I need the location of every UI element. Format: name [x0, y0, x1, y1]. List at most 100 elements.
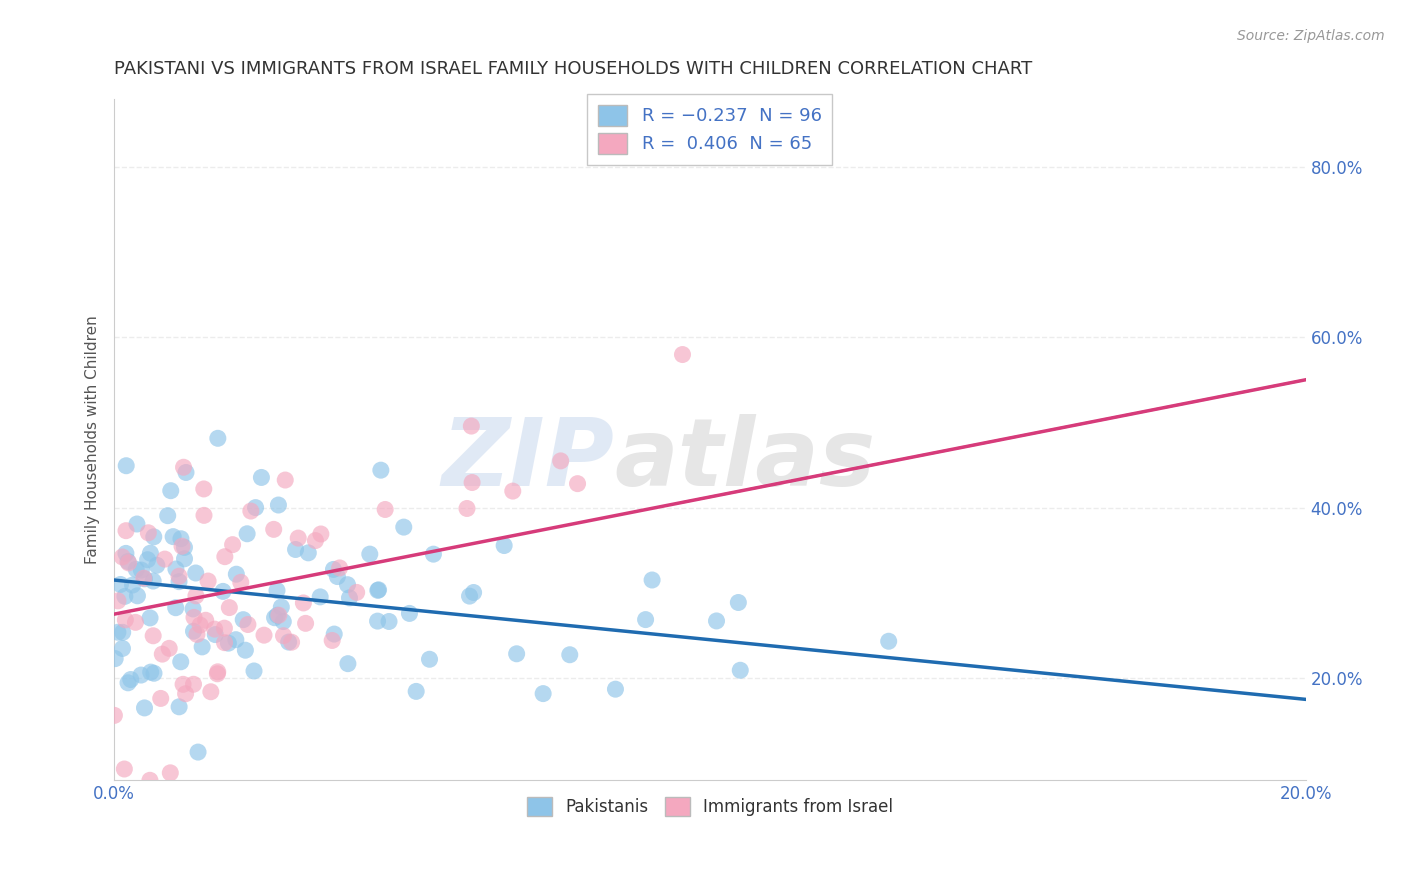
Point [250, 470, 273, 484]
Point [107, 625, 129, 640]
Point [125, 516, 148, 531]
Point [115, 458, 138, 473]
Point [188, 618, 211, 632]
Point [253, 628, 276, 642]
Point [225, 632, 247, 647]
Point [266, 583, 288, 598]
Point [115, 546, 138, 560]
Point [322, 562, 344, 576]
Point [418, 652, 440, 666]
Point [558, 648, 581, 662]
Point [297, 546, 319, 560]
Point [173, 541, 195, 555]
Point [193, 508, 215, 523]
Point [398, 607, 420, 621]
Point [309, 590, 332, 604]
Point [531, 687, 554, 701]
Point [112, 762, 135, 776]
Point [204, 622, 226, 636]
Point [172, 677, 194, 691]
Point [146, 558, 169, 573]
Point [173, 460, 195, 475]
Point [170, 539, 193, 553]
Point [200, 685, 222, 699]
Point [167, 569, 190, 583]
Point [170, 655, 193, 669]
Point [494, 539, 516, 553]
Point [392, 520, 415, 534]
Point [671, 347, 693, 361]
Point [115, 524, 138, 538]
Point [232, 613, 254, 627]
Point [458, 589, 481, 603]
Point [280, 635, 302, 649]
Text: Source: ZipAtlas.com: Source: ZipAtlas.com [1237, 29, 1385, 43]
Point [461, 475, 484, 490]
Point [174, 466, 197, 480]
Text: ZIP: ZIP [441, 414, 614, 506]
Point [114, 613, 136, 627]
Point [124, 615, 146, 630]
Point [277, 635, 299, 649]
Point [221, 538, 243, 552]
Point [173, 551, 195, 566]
Point [212, 584, 235, 599]
Point [727, 595, 749, 609]
Point [374, 502, 396, 516]
Point [243, 664, 266, 678]
Point [129, 668, 152, 682]
Point [323, 627, 346, 641]
Point [245, 500, 267, 515]
Point [143, 666, 166, 681]
Point [111, 625, 134, 640]
Point [214, 635, 236, 649]
Point [877, 634, 900, 648]
Point [214, 549, 236, 564]
Point [139, 546, 162, 560]
Point [359, 547, 381, 561]
Point [463, 585, 485, 599]
Point [460, 419, 482, 434]
Point [217, 636, 239, 650]
Point [284, 542, 307, 557]
Point [167, 699, 190, 714]
Point [236, 526, 259, 541]
Point [641, 573, 664, 587]
Point [229, 575, 252, 590]
Point [132, 571, 155, 585]
Point [167, 574, 190, 589]
Point [136, 552, 159, 566]
Point [174, 687, 197, 701]
Point [184, 566, 207, 580]
Point [153, 552, 176, 566]
Point [502, 484, 524, 499]
Point [634, 613, 657, 627]
Point [110, 577, 132, 591]
Point [267, 608, 290, 623]
Point [339, 591, 361, 605]
Point [294, 616, 316, 631]
Point [730, 663, 752, 677]
Point [235, 643, 257, 657]
Point [127, 589, 149, 603]
Point [336, 577, 359, 591]
Point [125, 562, 148, 576]
Point [263, 522, 285, 536]
Point [271, 615, 294, 629]
Point [139, 665, 162, 679]
Point [162, 530, 184, 544]
Point [142, 530, 165, 544]
Point [193, 482, 215, 496]
Point [329, 561, 352, 575]
Point [165, 562, 187, 576]
Point [191, 640, 214, 654]
Point [183, 610, 205, 624]
Point [103, 708, 125, 723]
Point [134, 572, 156, 586]
Point [309, 527, 332, 541]
Point [149, 691, 172, 706]
Point [422, 547, 444, 561]
Point [270, 600, 292, 615]
Point [266, 608, 288, 623]
Text: PAKISTANI VS IMMIGRANTS FROM ISRAEL FAMILY HOUSEHOLDS WITH CHILDREN CORRELATION : PAKISTANI VS IMMIGRANTS FROM ISRAEL FAMI… [114, 60, 1032, 78]
